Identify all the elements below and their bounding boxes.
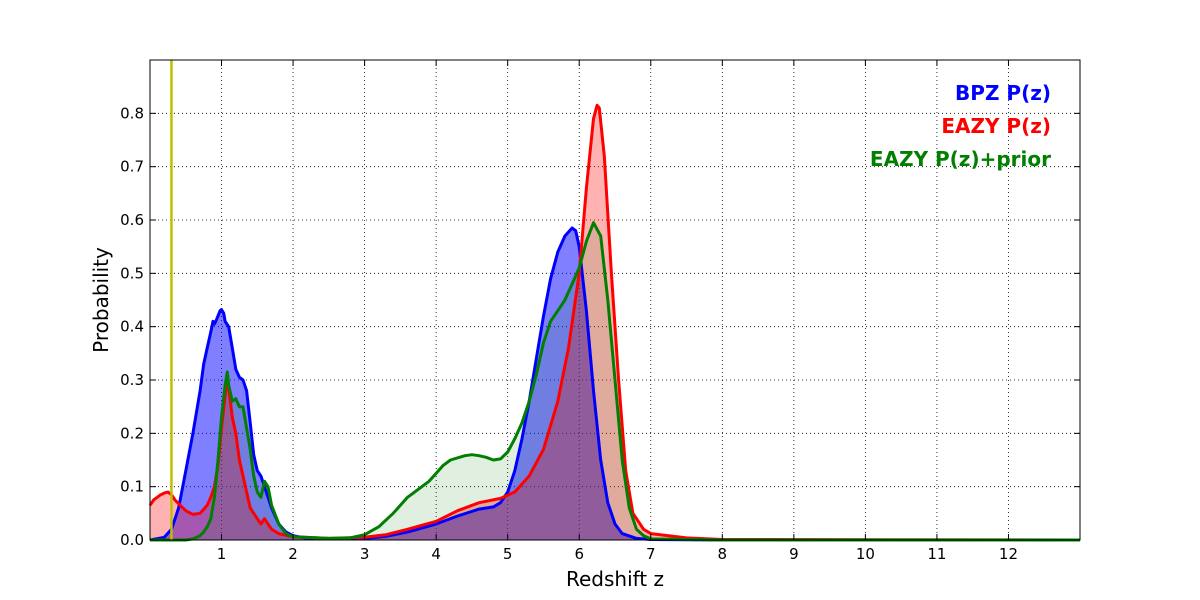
x-tick-label: 12 xyxy=(999,545,1018,563)
y-tick-label: 0.8 xyxy=(120,104,144,122)
x-tick-label: 7 xyxy=(646,545,656,563)
x-tick-label: 3 xyxy=(360,545,370,563)
y-tick-label: 0.7 xyxy=(120,158,144,176)
y-tick-labels: 0.0 0.1 0.2 0.3 0.4 0.5 0.6 0.7 0.8 xyxy=(120,104,144,549)
series-fill-1 xyxy=(150,105,1080,541)
x-tick-label: 5 xyxy=(503,545,513,563)
x-tick-label: 4 xyxy=(431,545,441,563)
legend-entry-eazy: EAZY P(z) xyxy=(941,114,1051,138)
x-tick-label: 6 xyxy=(574,545,584,563)
x-tick-label: 8 xyxy=(718,545,728,563)
plot-frame xyxy=(149,59,1081,541)
x-tick-label: 10 xyxy=(856,545,875,563)
x-tick-label: 2 xyxy=(288,545,298,563)
y-tick-label: 0.3 xyxy=(120,371,144,389)
y-tick-label: 0.6 xyxy=(120,211,144,229)
y-tick-label: 0.4 xyxy=(120,318,144,336)
series-line-1 xyxy=(148,103,1081,542)
series-fill-0 xyxy=(150,228,1080,540)
y-axis-label: Probability xyxy=(89,247,113,353)
legend: BPZ P(z) EAZY P(z) EAZY P(z)+prior xyxy=(870,81,1051,171)
series-line-2 xyxy=(150,221,1080,542)
legend-entry-bpz: BPZ P(z) xyxy=(955,81,1051,105)
axis-ticks xyxy=(150,60,1080,541)
y-tick-label: 0.1 xyxy=(120,478,144,496)
x-tick-label: 11 xyxy=(927,545,946,563)
x-tick-labels: 1 2 3 4 5 6 7 8 9 10 11 12 xyxy=(217,545,1018,563)
y-tick-label: 0.5 xyxy=(120,264,144,282)
x-tick-label: 9 xyxy=(789,545,799,563)
x-tick-label: 1 xyxy=(217,545,227,563)
y-tick-label: 0.0 xyxy=(120,531,144,549)
x-axis-label: Redshift z xyxy=(566,567,664,591)
y-tick-label: 0.2 xyxy=(120,424,144,442)
legend-entry-eazy-prior: EAZY P(z)+prior xyxy=(870,147,1051,171)
